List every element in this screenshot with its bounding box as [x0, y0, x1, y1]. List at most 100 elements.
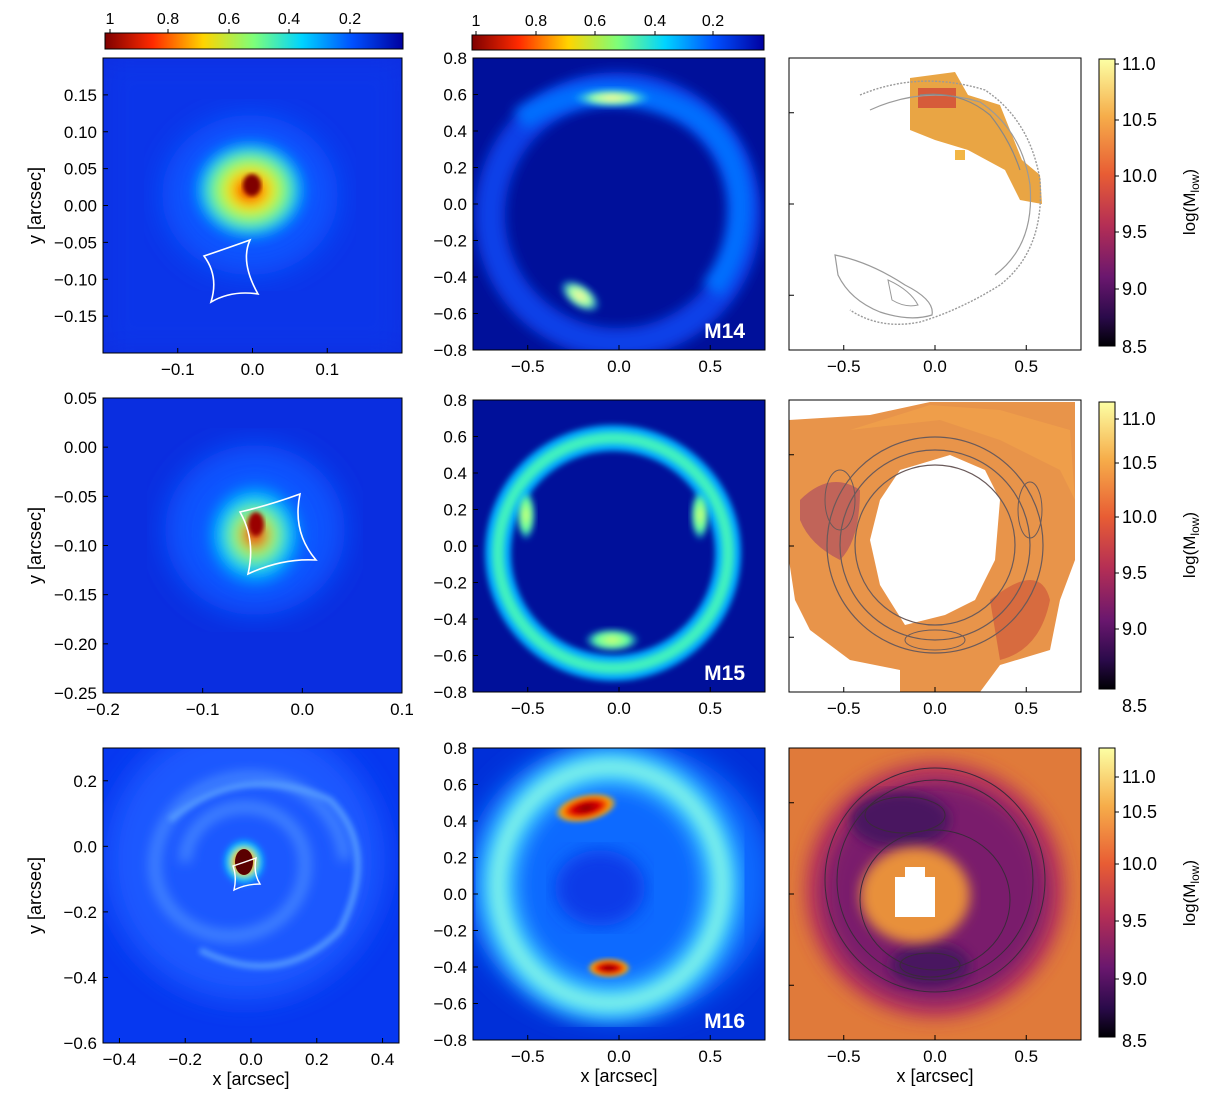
source-colorbar-1-tick: 0.8 — [157, 11, 179, 28]
mass-colorbar-tick: 10.0 — [1122, 507, 1157, 527]
y-tick-label: 0.00 — [64, 438, 97, 457]
y-tick-label: −0.8 — [433, 1031, 467, 1050]
mass-colorbar-label: log(Mlow) — [1180, 169, 1202, 235]
x-tick-label: −0.2 — [86, 700, 120, 719]
x-tick-label: 0.0 — [607, 699, 631, 718]
source-peak-M15 — [248, 512, 264, 536]
x-tick-label: −0.5 — [827, 1047, 861, 1066]
x-axis-label: x [arcsec] — [896, 1066, 973, 1086]
mass-colorbar-tick: 9.5 — [1122, 563, 1147, 583]
source-colorbar-2-gradient — [471, 34, 765, 51]
source-colorbar-2-ticks: 1 0.8 0.6 0.4 0.2 — [472, 13, 724, 35]
y-tick-label: −0.25 — [54, 684, 97, 703]
source-colorbar-2-tick: 0.2 — [702, 13, 724, 30]
source-colorbar-2-tick: 0.8 — [525, 13, 547, 30]
y-axis-label: y [arcsec] — [25, 167, 45, 244]
mass-colorbar-1-gradient — [1098, 58, 1116, 347]
x-tick-label: 0.1 — [390, 700, 414, 719]
x-axis-label: x [arcsec] — [212, 1069, 289, 1089]
source-colorbar-2: 1 0.8 0.6 0.4 0.2 — [471, 13, 765, 51]
mass-colorbar-tick: 10.0 — [1122, 854, 1157, 874]
x-tick-label: 0.5 — [1014, 357, 1038, 376]
caustic-M16 — [232, 856, 262, 892]
mass-colorbar-1: 11.0 10.5 10.0 9.5 9.0 8.5 log(Mlow) — [1098, 54, 1202, 357]
y-tick-label: 0.8 — [443, 391, 467, 410]
x-tick-label: 0.4 — [371, 1050, 395, 1069]
x-tick-label: −0.1 — [186, 700, 220, 719]
y-tick-label: −0.05 — [54, 233, 97, 252]
mass-colorbar-2-gradient — [1098, 401, 1116, 690]
mass-colorbar-2: 11.0 10.5 10.0 9.5 9.0 8.5 log(Mlow) — [1098, 401, 1202, 716]
mass-colorbar-label: log(Mlow) — [1180, 860, 1202, 926]
mass-colorbar-tick: 9.0 — [1122, 969, 1147, 989]
x-axis-label: x [arcsec] — [580, 1066, 657, 1086]
x-tick-label: 0.0 — [923, 1047, 947, 1066]
y-tick-label: −0.4 — [433, 610, 467, 629]
panel-label-M14: M14 — [704, 320, 745, 343]
y-tick-label: −0.2 — [433, 232, 467, 251]
mass-colorbar-tick: 10.5 — [1122, 110, 1157, 130]
source-colorbar-2-tick: 1 — [472, 13, 481, 30]
mass-colorbar-tick: 10.5 — [1122, 802, 1157, 822]
axes-layer: −0.1 0.0 0.1 0.15 0.10 0.05 0.00 −0.05 −0.10 −0.1… — [25, 49, 1082, 1089]
y-tick-label: −0.15 — [54, 307, 97, 326]
y-tick-label: −0.6 — [433, 995, 467, 1014]
mass-colorbar-tick: 8.5 — [1122, 1031, 1147, 1051]
panel-label-M15: M15 — [704, 662, 745, 685]
x-tick-label: 0.2 — [305, 1050, 329, 1069]
y-tick-label: 0.0 — [443, 885, 467, 904]
mass-panel-M14 — [789, 58, 1081, 350]
y-tick-label: 0.6 — [443, 86, 467, 105]
y-tick-label: 0.2 — [443, 159, 467, 178]
mass-colorbar-3: 11.0 10.5 10.0 9.5 9.0 8.5 log(Mlow) — [1098, 747, 1202, 1051]
y-tick-label: −0.8 — [433, 683, 467, 702]
x-tick-label: −0.5 — [827, 357, 861, 376]
y-tick-label: 0.4 — [443, 122, 467, 141]
y-tick-label: 0.0 — [443, 537, 467, 556]
source-colorbar-1-tick: 1 — [106, 11, 115, 28]
y-tick-label: −0.10 — [54, 537, 97, 556]
y-tick-label: −0.20 — [54, 635, 97, 654]
y-tick-label: −0.8 — [433, 341, 467, 360]
y-tick-label: 0.05 — [64, 160, 97, 179]
x-tick-label: −0.5 — [827, 699, 861, 718]
mass-panel-M15 — [789, 400, 1081, 692]
mass-colorbar-tick: 10.0 — [1122, 166, 1157, 186]
mass-colorbar-tick: 8.5 — [1122, 696, 1147, 716]
mass-colorbar-tick: 11.0 — [1122, 54, 1156, 74]
y-tick-label: −0.10 — [54, 270, 97, 289]
x-tick-label: 0.1 — [315, 360, 339, 379]
source-panel-M15 — [103, 398, 402, 693]
mass-colorbar-tick: 8.5 — [1122, 337, 1147, 357]
x-tick-label: 0.0 — [923, 357, 947, 376]
source-panel-M16 — [103, 748, 399, 1043]
x-tick-label: −0.1 — [161, 360, 195, 379]
panel-label-M16: M16 — [704, 1010, 745, 1033]
mass-colorbar-tick: 9.5 — [1122, 911, 1147, 931]
y-tick-label: 0.4 — [443, 812, 467, 831]
x-tick-label: 0.5 — [1014, 1047, 1038, 1066]
y-tick-label: 0.0 — [443, 195, 467, 214]
source-colorbar-1-tick: 0.4 — [278, 11, 300, 28]
x-tick-label: 0.0 — [241, 360, 265, 379]
source-peak-M14 — [243, 174, 261, 196]
x-tick-label: 0.5 — [698, 699, 722, 718]
y-tick-label: 0.15 — [64, 86, 97, 105]
mass-panel-M16 — [789, 748, 1081, 1040]
x-tick-label: 0.0 — [607, 1047, 631, 1066]
source-panel-M14 — [103, 58, 402, 353]
caustic-M14 — [202, 238, 260, 304]
lensed-panel-M15 — [473, 400, 765, 692]
source-colorbar-1: 1 0.8 0.6 0.4 0.2 — [104, 11, 404, 50]
x-tick-label: −0.5 — [511, 699, 545, 718]
y-tick-label: −0.2 — [63, 903, 97, 922]
mass-colorbar-tick: 11.0 — [1122, 409, 1156, 429]
x-tick-label: −0.5 — [511, 1047, 545, 1066]
y-tick-label: 0.2 — [443, 501, 467, 520]
mass-colorbar-tick: 10.5 — [1122, 453, 1157, 473]
y-axis-label: y [arcsec] — [25, 507, 45, 584]
x-tick-label: 0.5 — [698, 1047, 722, 1066]
x-tick-label: 0.5 — [698, 357, 722, 376]
lensed-panel-M16 — [473, 748, 765, 1040]
